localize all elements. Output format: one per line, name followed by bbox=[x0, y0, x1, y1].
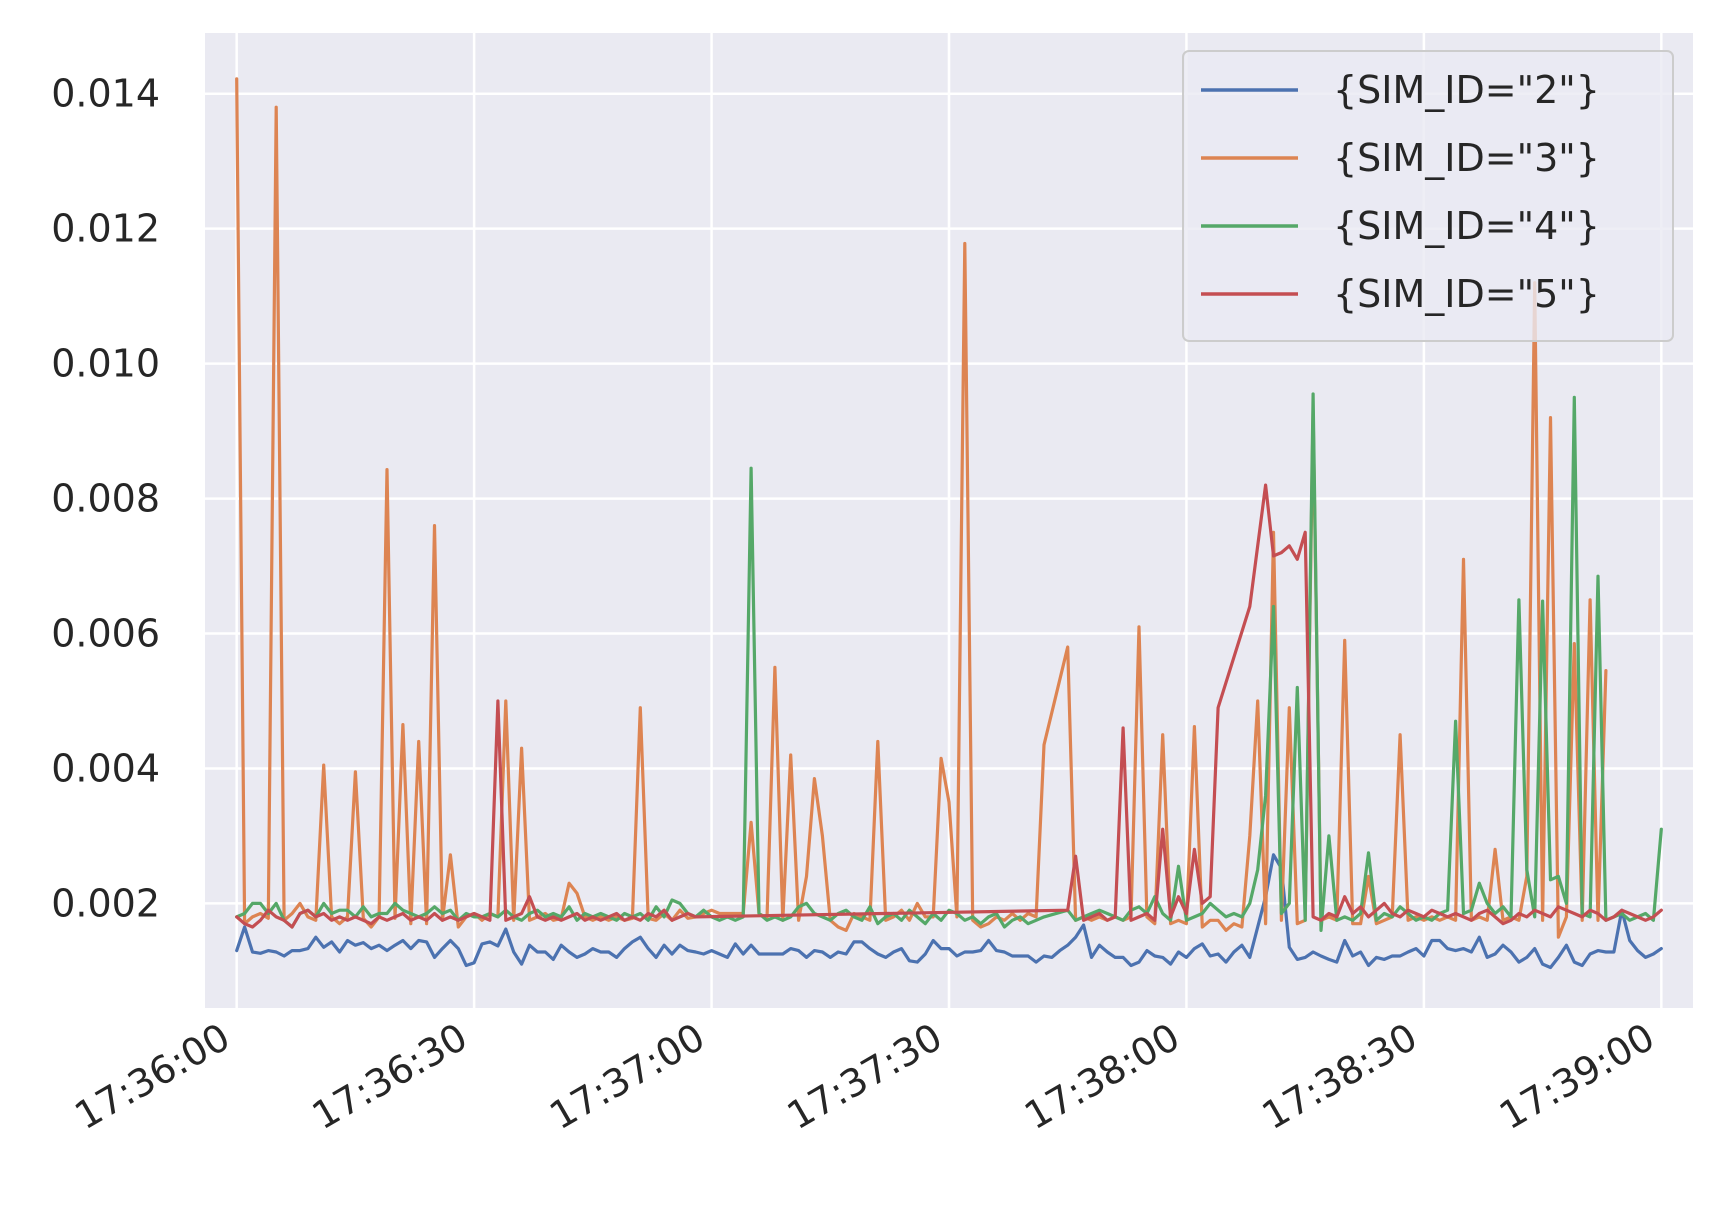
series-lines bbox=[235, 77, 1663, 970]
legend: {SIM_ID="2"} {SIM_ID="3"} {SIM_ID="4"} {SIM… bbox=[1182, 50, 1674, 342]
x-tick-label: 17:39:00 bbox=[1492, 1015, 1662, 1138]
legend-label: {SIM_ID="5"} bbox=[1333, 272, 1600, 316]
legend-label: {SIM_ID="4"} bbox=[1333, 204, 1600, 248]
y-tick-label: 0.002 bbox=[51, 881, 160, 925]
x-tick-label: 17:37:00 bbox=[542, 1015, 712, 1138]
legend-label: {SIM_ID="3"} bbox=[1333, 136, 1600, 180]
legend-box bbox=[1182, 50, 1674, 342]
y-tick-label: 0.008 bbox=[51, 477, 160, 521]
series-line-4 bbox=[235, 483, 1663, 929]
x-tick-label: 17:36:30 bbox=[305, 1015, 475, 1138]
y-tick-label: 0.012 bbox=[51, 207, 160, 251]
x-axis-ticks: 17:36:00 17:36:30 17:37:00 17:37:30 17:38:00… bbox=[67, 1015, 1661, 1138]
series-line-1 bbox=[235, 853, 1663, 970]
x-tick-label: 17:38:00 bbox=[1017, 1015, 1187, 1138]
x-tick-label: 17:38:30 bbox=[1255, 1015, 1425, 1138]
x-tick-label: 17:37:30 bbox=[780, 1015, 950, 1138]
y-axis-ticks: 0.002 0.004 0.006 0.008 0.010 0.012 0.014 bbox=[51, 72, 160, 926]
legend-label: {SIM_ID="2"} bbox=[1333, 68, 1600, 112]
y-tick-label: 0.014 bbox=[51, 72, 160, 116]
y-tick-label: 0.006 bbox=[51, 612, 160, 656]
x-tick-label: 17:36:00 bbox=[67, 1015, 237, 1138]
y-tick-label: 0.004 bbox=[51, 746, 160, 790]
y-tick-label: 0.010 bbox=[51, 342, 160, 386]
